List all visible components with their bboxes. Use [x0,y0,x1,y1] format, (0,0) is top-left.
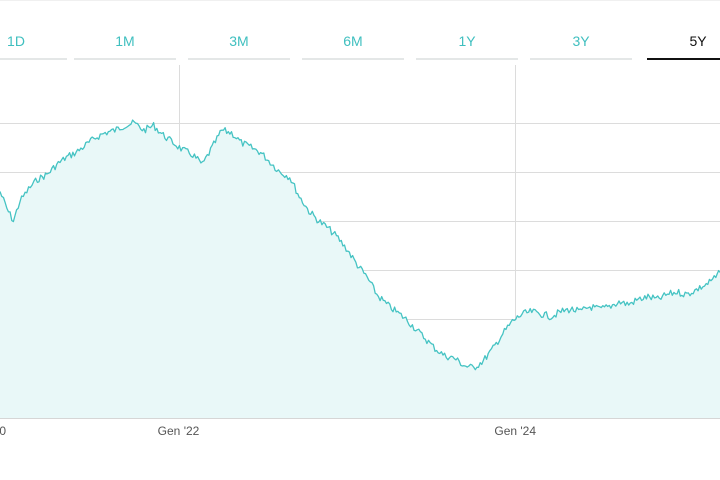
tab-3m[interactable]: 3M [184,22,294,60]
tab-1d[interactable]: 1D [0,22,71,60]
tab-1y[interactable]: 1Y [412,22,522,60]
tab-underline [647,58,720,60]
x-tick-label: Gen '24 [494,424,536,438]
tab-underline [74,58,176,60]
series-line [0,119,720,371]
tab-3y[interactable]: 3Y [526,22,636,60]
tab-label: 1Y [458,33,476,49]
x-tick-label: Gen '22 [158,424,200,438]
time-range-tabs: 1D 1M 3M 6M 1Y 3Y 5Y [0,22,720,60]
tab-label: 3M [229,33,249,49]
tab-label: 1M [115,33,135,49]
series-area [0,120,720,418]
tab-label: 5Y [689,33,707,49]
tab-underline [188,58,290,60]
tab-underline [0,58,67,60]
tab-underline [530,58,632,60]
tab-underline [416,58,518,60]
top-border [0,0,720,1]
tab-5y[interactable]: 5Y [643,22,720,60]
tab-label: 6M [343,33,363,49]
tab-label: 1D [7,33,25,49]
tab-label: 3Y [572,33,590,49]
tab-6m[interactable]: 6M [298,22,408,60]
tab-1m[interactable]: 1M [70,22,180,60]
tab-underline [302,58,404,60]
x-tick-label: 0 [0,424,6,438]
price-chart: 0 Gen '22 Gen '24 [0,65,720,438]
